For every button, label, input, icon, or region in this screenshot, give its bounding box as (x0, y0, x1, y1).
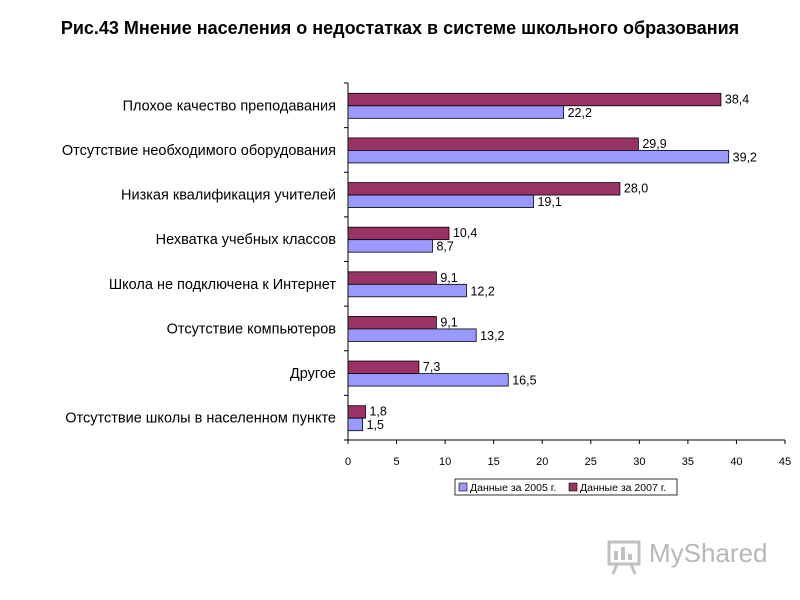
presentation-board-icon (607, 540, 641, 575)
bar-2005 (347, 373, 509, 387)
x-tick-label: 20 (536, 456, 548, 468)
data-label-2007: 28,0 (624, 182, 648, 196)
bar-2005 (347, 417, 363, 432)
bar-2007 (347, 137, 639, 151)
data-label-2005: 13,2 (480, 329, 504, 343)
category-label: Другое (290, 366, 336, 382)
category-label: Плохое качество преподавания (123, 98, 336, 114)
data-label-2005: 12,2 (470, 284, 494, 298)
data-label-2005: 39,2 (733, 150, 757, 164)
bar-2007 (347, 226, 450, 241)
data-label-2005: 22,2 (568, 106, 592, 120)
category-label: Школа не подключена к Интернет (109, 277, 336, 293)
watermark: MyShared (605, 536, 775, 576)
bar-2007 (347, 405, 366, 419)
data-label-2005: 8,7 (436, 240, 453, 254)
data-label-2005: 16,5 (512, 374, 536, 388)
data-label-2007: 1,8 (369, 405, 386, 419)
legend-label-2005: Данные за 2005 г. (470, 482, 556, 494)
bar-2007 (347, 360, 420, 374)
data-label-2007: 9,1 (440, 315, 457, 329)
x-tick-label: 5 (393, 456, 399, 468)
category-label: Нехватка учебных классов (156, 232, 337, 248)
data-label-2007: 29,9 (642, 137, 666, 151)
data-label-2007: 7,3 (423, 360, 440, 374)
x-tick-label: 30 (633, 456, 645, 468)
x-tick-label: 25 (585, 456, 597, 468)
data-label-2007: 38,4 (725, 92, 749, 106)
legend-label-2007: Данные за 2007 г. (580, 482, 666, 494)
x-tick-label: 35 (682, 456, 694, 468)
chart-title: Рис.43 Мнение населения о недостатках в … (60, 18, 740, 38)
bar-2005 (347, 328, 477, 342)
bar-2005 (347, 105, 564, 119)
data-label-2007: 10,4 (453, 226, 477, 240)
bar-2007 (347, 182, 621, 196)
bar-2005 (347, 283, 467, 298)
x-tick-label: 10 (439, 456, 451, 468)
x-tick-label: 45 (779, 456, 791, 468)
bar-2005 (347, 239, 433, 253)
x-tick-label: 40 (730, 456, 742, 468)
data-label-2005: 1,5 (367, 418, 384, 432)
bar-2007 (347, 271, 437, 285)
x-tick-label: 0 (345, 456, 351, 468)
x-tick-label: 15 (488, 456, 500, 468)
data-label-2005: 19,1 (537, 195, 561, 209)
legend-swatch-2005 (458, 482, 468, 492)
category-label: Отсутствие школы в населенном пункте (65, 411, 336, 427)
data-label-2007: 9,1 (440, 271, 457, 285)
bar-2007 (347, 92, 722, 107)
legend-swatch-2007 (568, 482, 578, 492)
watermark-text: MyShared (649, 538, 768, 568)
legend (454, 478, 678, 496)
category-label: Отсутствие необходимого оборудования (62, 143, 336, 159)
bar-2007 (347, 316, 437, 330)
bar-2005 (347, 150, 730, 164)
category-label: Низкая квалификация учителей (121, 188, 336, 204)
category-label: Отсутствие компьютеров (167, 321, 337, 337)
bar-2005 (347, 194, 534, 208)
